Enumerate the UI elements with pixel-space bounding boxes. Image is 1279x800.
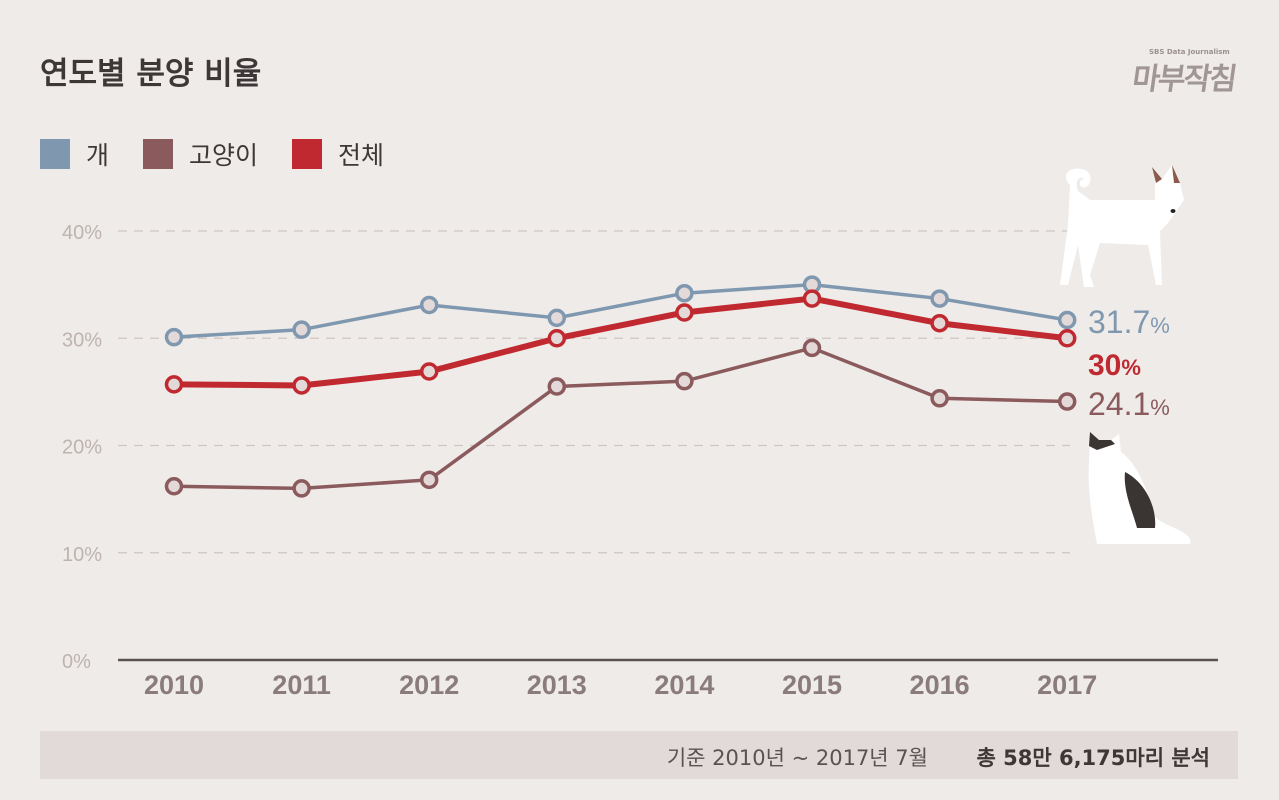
data-point — [802, 289, 822, 308]
data-point — [292, 320, 311, 339]
data-point — [547, 329, 567, 348]
dog-icon — [1060, 165, 1184, 287]
data-point — [164, 477, 184, 496]
cat-icon — [1088, 432, 1191, 544]
legend-item-dog: 개 — [40, 136, 109, 172]
x-tick-label: 2013 — [527, 670, 587, 700]
legend-label: 전체 — [338, 141, 385, 170]
series-line — [173, 346, 1068, 491]
legend-item-cat: 고양이 — [143, 136, 258, 172]
data-point — [1057, 329, 1077, 348]
y-tick-label: 30% — [62, 329, 102, 351]
data-point — [419, 362, 439, 381]
y-tick-label: 20% — [62, 437, 102, 459]
data-point — [419, 470, 439, 490]
x-tick-label: 2017 — [1037, 670, 1097, 700]
logo: SBS Data Journalism 마부작침 — [1130, 48, 1241, 97]
x-tick-label: 2016 — [910, 670, 970, 700]
legend-label: 고양이 — [189, 141, 259, 170]
data-point — [675, 303, 694, 322]
end-value-label: 30% — [1088, 349, 1141, 382]
legend: 개 고양이 전체 — [40, 136, 418, 172]
data-point — [675, 283, 694, 303]
data-point — [675, 371, 694, 391]
legend-label: 개 — [86, 141, 110, 170]
y-tick-label: 40% — [62, 222, 102, 244]
footer-basis: 기준 2010년 ~ 2017년 7월 — [666, 746, 928, 770]
end-value-label: 31.7% — [1088, 304, 1170, 340]
data-point — [164, 327, 184, 347]
footer: 기준 2010년 ~ 2017년 7월 총 58만 6,175마리 분석 — [40, 731, 1238, 779]
data-point — [930, 389, 949, 408]
legend-item-total: 전체 — [292, 136, 384, 172]
end-value-label: 24.1% — [1088, 386, 1170, 422]
data-point — [930, 313, 949, 333]
data-point — [292, 479, 311, 498]
x-tick-label: 2014 — [654, 670, 714, 700]
series-line — [173, 295, 1068, 389]
legend-swatch — [40, 139, 70, 169]
x-tick-label: 2011 — [272, 670, 331, 700]
x-tick-label: 2012 — [399, 670, 459, 700]
data-point — [164, 375, 184, 394]
data-point — [1057, 310, 1077, 330]
data-point — [547, 377, 567, 396]
y-tick-label: 10% — [62, 544, 102, 566]
logo-subtitle: SBS Data Journalism — [1149, 48, 1230, 56]
legend-swatch — [143, 139, 174, 169]
footer-total: 총 58만 6,175마리 분석 — [976, 746, 1210, 770]
data-point — [802, 338, 822, 358]
data-point — [1057, 392, 1077, 411]
data-point — [547, 308, 567, 328]
x-tick-label: 2015 — [782, 670, 842, 700]
data-point — [930, 289, 949, 308]
data-point — [292, 376, 311, 395]
page-title: 연도별 분양 비율 — [40, 56, 262, 92]
legend-swatch — [292, 139, 323, 169]
series-line — [173, 282, 1068, 339]
y-tick-label: 0% — [62, 651, 91, 673]
x-tick-label: 2010 — [144, 670, 204, 700]
data-point — [419, 295, 439, 315]
